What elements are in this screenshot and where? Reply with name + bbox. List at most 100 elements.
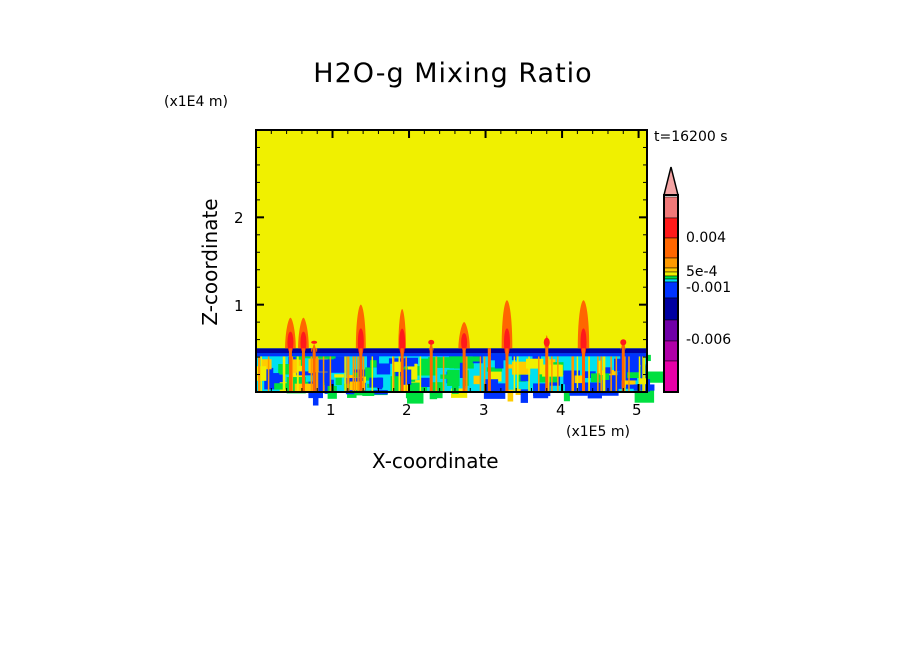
colorbar-segment bbox=[663, 275, 679, 280]
colorbar-label: 0.004 bbox=[686, 230, 727, 246]
contour-cell bbox=[539, 364, 562, 375]
plume-core bbox=[461, 333, 468, 352]
chart-title: H2O-g Mixing Ratio bbox=[313, 58, 593, 89]
contour-cell bbox=[505, 364, 517, 369]
contour-cell bbox=[292, 359, 297, 373]
contour-cell bbox=[532, 354, 541, 360]
contour-streak bbox=[392, 356, 394, 392]
contour-cell bbox=[520, 374, 529, 382]
contour-cell bbox=[490, 355, 506, 361]
contour-streak bbox=[329, 356, 332, 392]
colorbar-segment bbox=[663, 360, 679, 393]
plume-stem bbox=[429, 348, 433, 392]
contour-cell bbox=[452, 378, 459, 394]
plume-core bbox=[543, 337, 550, 347]
contour-streak bbox=[346, 356, 348, 392]
plume bbox=[428, 341, 434, 351]
colorbar-frame bbox=[663, 194, 679, 393]
contour-cell bbox=[428, 357, 450, 368]
contour-cell bbox=[467, 356, 480, 362]
contour-cell bbox=[409, 382, 428, 393]
contour-cell bbox=[335, 377, 342, 386]
contour-streak bbox=[310, 356, 313, 392]
x-tick-label: 5 bbox=[632, 401, 642, 419]
contour-streak bbox=[283, 356, 286, 392]
contour-streak bbox=[297, 356, 299, 392]
contour-streak bbox=[354, 356, 357, 392]
contour-cell bbox=[590, 373, 610, 383]
plume-core bbox=[428, 339, 435, 345]
contour-streak bbox=[260, 356, 263, 392]
contour-cell bbox=[334, 374, 344, 378]
y-unit-label: (x1E4 m) bbox=[164, 94, 228, 110]
contour-streak bbox=[528, 356, 530, 392]
contour-cell bbox=[407, 363, 418, 380]
contour-streak bbox=[362, 356, 365, 392]
plume-core bbox=[287, 331, 294, 354]
contour-streak bbox=[638, 356, 641, 392]
x-tick-label: 4 bbox=[556, 401, 566, 419]
plume-stem bbox=[301, 348, 305, 392]
contour-cell bbox=[417, 366, 437, 376]
colorbar-segment bbox=[663, 297, 679, 321]
contour-streak bbox=[442, 356, 445, 392]
contour-cell bbox=[574, 375, 584, 390]
plume-stem bbox=[505, 348, 509, 392]
plume bbox=[311, 343, 318, 353]
plot-frame bbox=[255, 129, 648, 393]
plume-stem bbox=[400, 348, 404, 392]
contour-streak bbox=[602, 356, 605, 392]
contour-cell bbox=[507, 389, 514, 402]
contour-streak bbox=[479, 356, 482, 392]
x-axis-label: X-coordinate bbox=[372, 449, 499, 473]
contour-cell bbox=[421, 377, 430, 388]
x-tick-label: 1 bbox=[326, 401, 336, 419]
contour-cell bbox=[582, 382, 599, 394]
contour-streak bbox=[588, 356, 590, 392]
plume-stem bbox=[462, 348, 466, 392]
contour-cell bbox=[419, 358, 435, 371]
colorbar-segment bbox=[663, 319, 679, 342]
contour-streak bbox=[572, 356, 575, 392]
contour-cell bbox=[646, 354, 651, 362]
colorbar-segment bbox=[663, 257, 679, 269]
contour-streak bbox=[466, 356, 468, 392]
contour-streak bbox=[347, 356, 350, 392]
contour-cell bbox=[485, 379, 499, 384]
contour-streak bbox=[392, 356, 395, 392]
contour-cell bbox=[267, 373, 280, 384]
y-tick-label: 1 bbox=[234, 297, 244, 315]
colorbar-segment bbox=[663, 278, 679, 283]
plume-stem bbox=[487, 348, 491, 392]
contour-streak bbox=[547, 356, 550, 392]
contour-streak bbox=[551, 356, 553, 392]
contour-cell bbox=[625, 384, 638, 389]
contour-cell bbox=[447, 369, 460, 386]
contour-streak bbox=[357, 356, 359, 392]
contour-streak bbox=[419, 356, 422, 392]
contour-cell bbox=[261, 359, 272, 370]
colorbar-segment bbox=[663, 271, 679, 277]
contour-streak bbox=[352, 356, 355, 392]
contour-streak bbox=[405, 356, 407, 392]
colorbar-segment bbox=[663, 267, 679, 273]
colorbar-label: -0.001 bbox=[686, 280, 732, 296]
contour-streak bbox=[322, 356, 325, 392]
contour-cell bbox=[296, 371, 314, 376]
contour-streak bbox=[571, 356, 573, 392]
colorbar-segment bbox=[663, 281, 679, 299]
contour-cell bbox=[294, 383, 316, 393]
contour-cell bbox=[603, 367, 612, 374]
contour-streak bbox=[603, 356, 606, 392]
contour-cell bbox=[318, 359, 338, 372]
x-tick-label: 3 bbox=[479, 401, 489, 419]
contour-cell bbox=[494, 358, 504, 369]
contour-cell bbox=[362, 390, 375, 396]
contour-streak bbox=[398, 356, 401, 392]
contour-cell bbox=[473, 375, 480, 385]
contour-cell bbox=[314, 372, 331, 383]
contour-cell bbox=[390, 376, 401, 392]
contour-streak bbox=[513, 356, 516, 392]
contour-streak bbox=[597, 356, 599, 392]
